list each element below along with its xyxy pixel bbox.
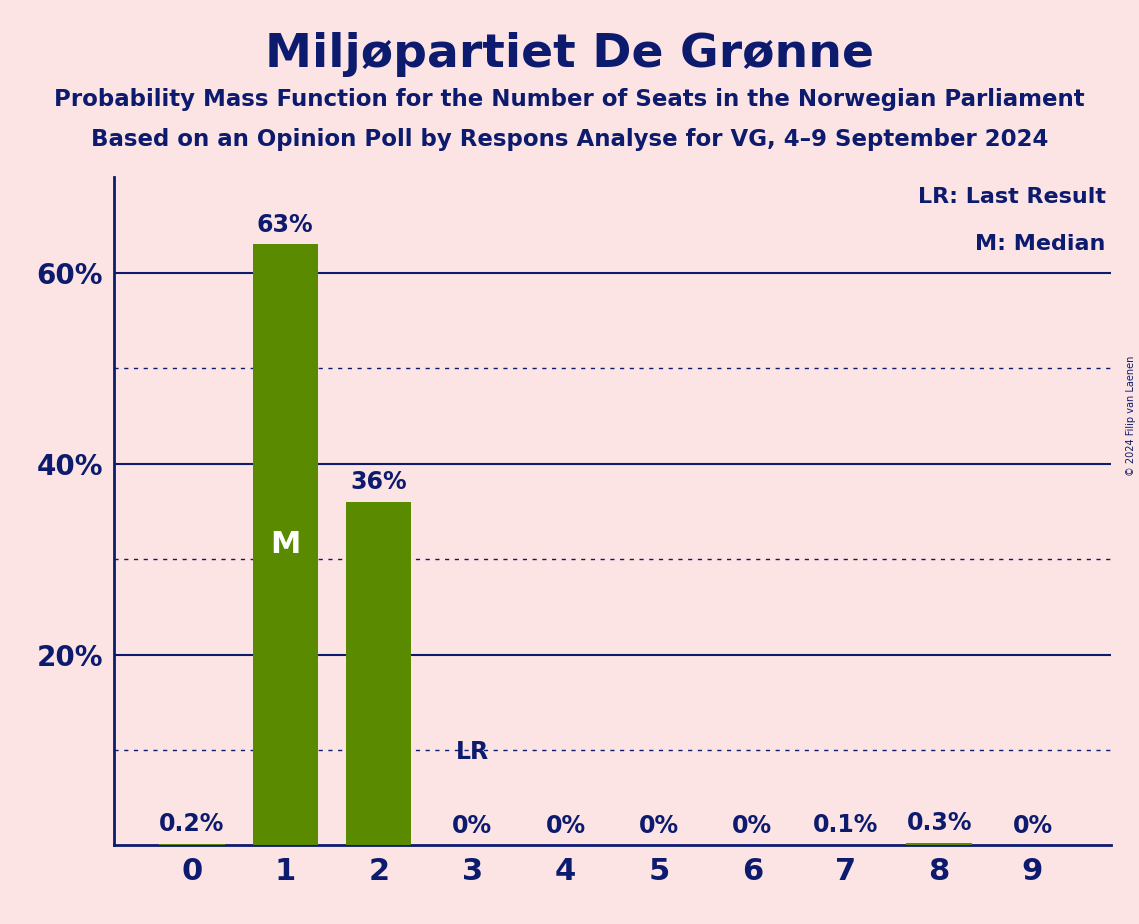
Text: © 2024 Filip van Laenen: © 2024 Filip van Laenen [1126, 356, 1136, 476]
Text: Based on an Opinion Poll by Respons Analyse for VG, 4–9 September 2024: Based on an Opinion Poll by Respons Anal… [91, 128, 1048, 151]
Text: 0%: 0% [1013, 814, 1052, 838]
Text: 0%: 0% [546, 814, 585, 838]
Text: 0.1%: 0.1% [813, 813, 878, 837]
Text: 0.2%: 0.2% [159, 812, 224, 836]
Text: 0%: 0% [732, 814, 772, 838]
Text: M: M [270, 530, 301, 559]
Text: 36%: 36% [351, 470, 407, 494]
Text: LR: LR [456, 740, 489, 764]
Bar [159, 844, 224, 845]
Text: 63%: 63% [257, 213, 313, 237]
Text: 0.3%: 0.3% [907, 811, 972, 835]
Text: Miljøpartiet De Grønne: Miljøpartiet De Grønne [265, 32, 874, 78]
Text: Probability Mass Function for the Number of Seats in the Norwegian Parliament: Probability Mass Function for the Number… [55, 88, 1084, 111]
Text: 0%: 0% [639, 814, 679, 838]
Bar [253, 244, 318, 845]
Text: 0%: 0% [452, 814, 492, 838]
Text: LR: Last Result: LR: Last Result [918, 188, 1106, 207]
Bar [907, 843, 972, 845]
Bar [346, 502, 411, 845]
Text: M: Median: M: Median [975, 234, 1106, 254]
